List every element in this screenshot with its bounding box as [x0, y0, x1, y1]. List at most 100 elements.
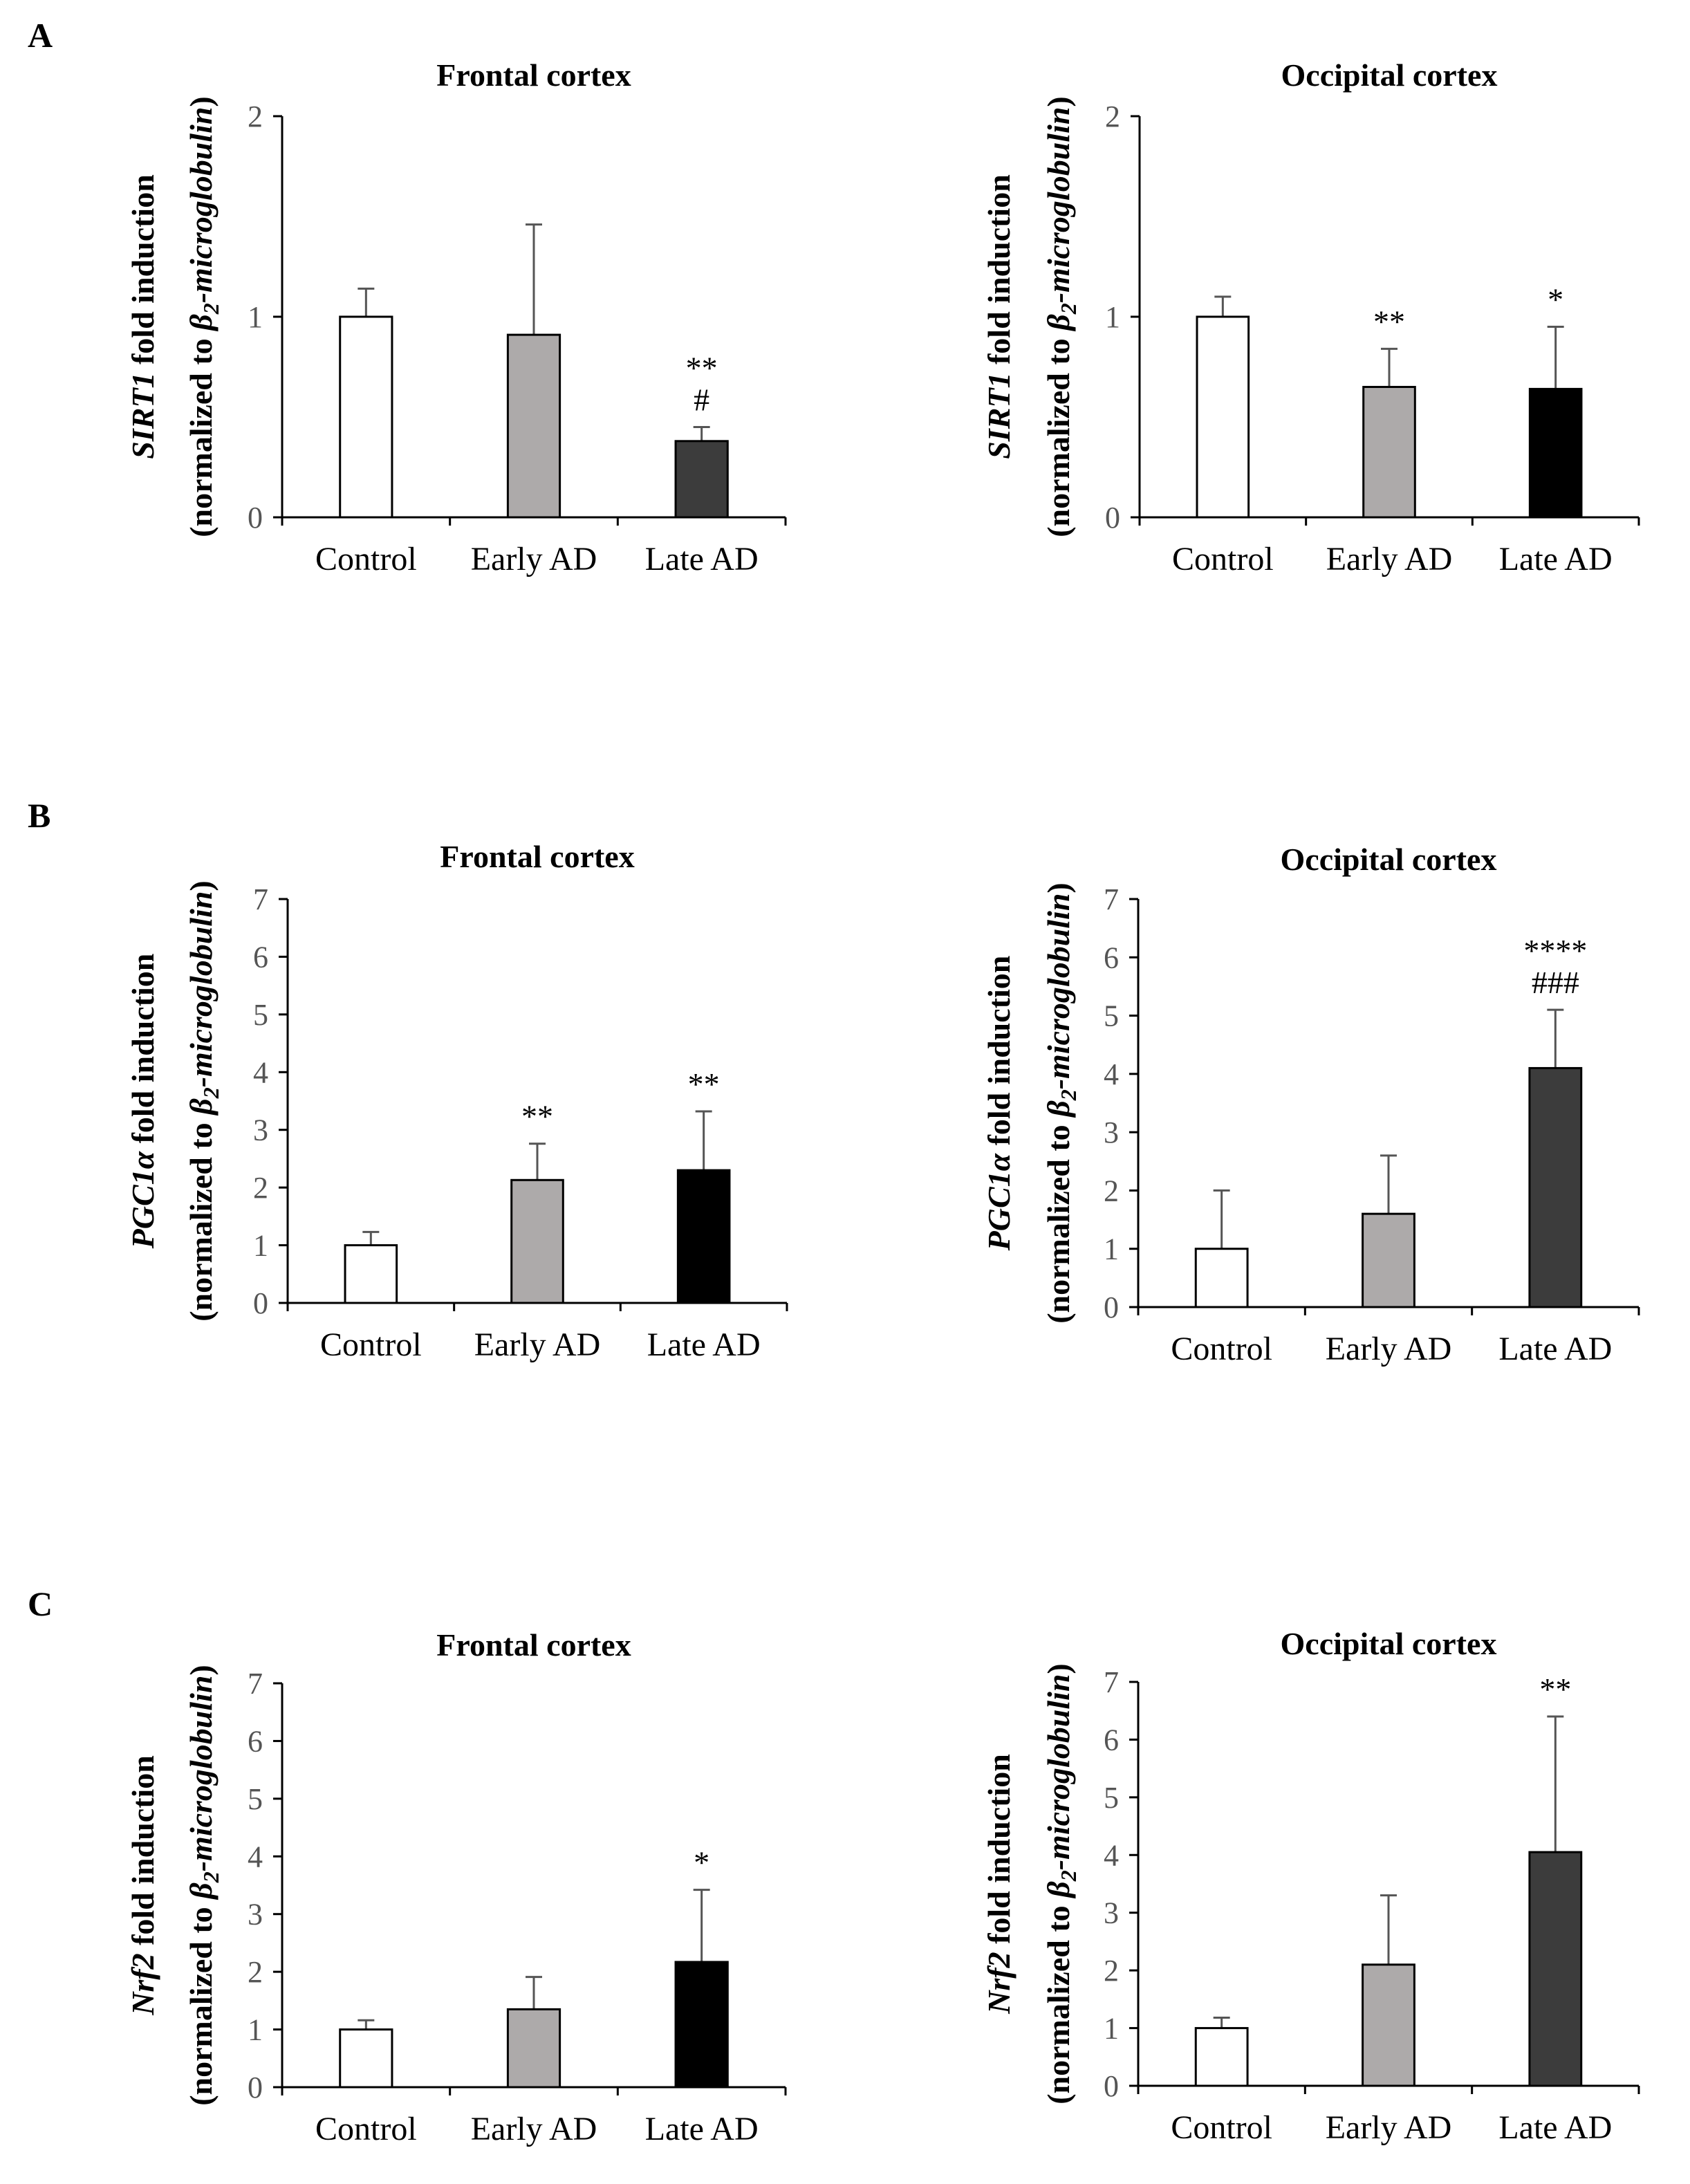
y-tick-label: 0	[253, 1286, 268, 1320]
y-tick-label: 2	[1105, 100, 1120, 133]
chart-title: Occipital cortex	[1281, 57, 1498, 93]
y-tick-label: 1	[1104, 1232, 1119, 1266]
y-label-pre: (normalized to	[183, 1899, 219, 2106]
significance-marker: **	[1539, 1672, 1571, 1707]
x-tick-label: Late AD	[645, 2111, 759, 2147]
y-tick-label: 7	[1104, 882, 1119, 916]
x-tick-label: Early AD	[471, 2111, 597, 2147]
bar-control	[339, 315, 393, 519]
y-label-gene-name: SIRT1	[981, 373, 1016, 459]
y-label-suffix: fold induction	[125, 1755, 160, 1953]
x-tick-label: Late AD	[645, 541, 759, 577]
y-label-gene-name: PGC1α	[125, 1150, 160, 1249]
y-axis-label-normalization: (normalized to β2-microglobulin)	[1041, 882, 1081, 1324]
y-tick-label: 5	[1104, 999, 1119, 1033]
bar-late-ad	[1528, 1851, 1583, 2087]
significance-marker: #	[694, 382, 709, 418]
y-axis-label-gene: PGC1α fold induction	[125, 954, 160, 1250]
chart-title: Frontal cortex	[436, 57, 631, 93]
x-tick-label: Control	[1171, 2109, 1272, 2146]
y-label-pre: (normalized to	[183, 1115, 219, 1322]
bar-early-ad	[510, 1178, 564, 1304]
y-label-gene-name: Nrf2	[125, 1953, 160, 2015]
significance-marker: **	[688, 1066, 720, 1102]
y-tick-label: 3	[1104, 1896, 1119, 1930]
y-label-microglobulin: -microglobulin	[1041, 1674, 1076, 1871]
y-tick-label: 3	[253, 1113, 268, 1147]
y-label-subscript: 2	[1056, 1089, 1081, 1101]
significance-marker: *	[694, 1845, 709, 1880]
y-tick-label: 7	[1104, 1665, 1119, 1699]
y-label-beta: β	[1041, 1881, 1076, 1899]
y-tick-label: 2	[1104, 1174, 1119, 1207]
x-tick-label: Early AD	[474, 1326, 601, 1363]
chart-a-occipital: Occipital cortex SIRT1 fold induction (nor…	[981, 57, 1640, 577]
x-tick-label: Late AD	[1498, 1331, 1612, 1367]
y-axis-label-normalization: (normalized to β2-microglobulin)	[1041, 96, 1081, 537]
chart-b-occipital: Occipital cortex PGC1α fold induction (nor…	[981, 842, 1640, 1367]
y-tick-label: 2	[1104, 1954, 1119, 1988]
y-tick-label: 4	[1104, 1057, 1119, 1091]
y-axis-label-gene: SIRT1 fold induction	[125, 174, 160, 459]
x-tick-label: Control	[315, 541, 417, 577]
panel-label-c: C	[28, 1584, 53, 1623]
bar-early-ad	[1362, 1212, 1415, 1308]
x-tick-label: Early AD	[471, 541, 597, 577]
y-tick-label: 3	[248, 1898, 263, 1932]
y-label-subscript: 2	[198, 1087, 223, 1099]
y-label-close: )	[1041, 1663, 1076, 1674]
y-tick-label: 3	[1104, 1116, 1119, 1149]
x-tick-label: Early AD	[1326, 541, 1453, 577]
charts-group: Frontal cortex SIRT1 fold induction (norma…	[125, 57, 1640, 2147]
y-axis-label-normalization: (normalized to β2-microglobulin)	[183, 1665, 223, 2106]
significance-marker: *	[1548, 282, 1563, 317]
y-label-close: )	[183, 96, 219, 107]
y-tick-label: 2	[248, 1955, 263, 1989]
y-tick-label: 6	[248, 1724, 263, 1758]
y-label-pre: (normalized to	[1041, 1117, 1076, 1324]
y-tick-label: 1	[1104, 2012, 1119, 2046]
x-tick-label: Control	[1172, 541, 1274, 577]
y-label-close: )	[1041, 882, 1076, 893]
bar-control	[344, 1244, 398, 1304]
y-label-suffix: fold induction	[981, 1754, 1016, 1952]
y-label-microglobulin: -microglobulin	[1041, 894, 1076, 1090]
y-axis-label-gene: PGC1α fold induction	[981, 956, 1016, 1252]
y-label-pre: (normalized to	[1041, 331, 1076, 537]
y-label-pre: (normalized to	[183, 331, 219, 537]
y-label-suffix: fold induction	[981, 174, 1016, 372]
x-tick-label: Control	[315, 2111, 417, 2147]
y-axis-label-normalization: (normalized to β2-microglobulin)	[183, 880, 223, 1322]
y-tick-label: 0	[1104, 1290, 1119, 1324]
significance-marker: **	[521, 1099, 553, 1134]
y-tick-label: 5	[1104, 1781, 1119, 1815]
bar-early-ad	[506, 333, 561, 519]
x-tick-label: Late AD	[1499, 541, 1613, 577]
y-tick-label: 7	[253, 882, 268, 916]
bar-late-ad	[1528, 387, 1583, 519]
significance-marker: **	[686, 351, 718, 386]
y-label-suffix: fold induction	[125, 174, 160, 372]
y-label-suffix: fold induction	[981, 956, 1016, 1154]
chart-title: Frontal cortex	[440, 839, 634, 874]
y-label-close: )	[183, 880, 219, 891]
y-label-beta: β	[183, 314, 219, 332]
y-label-close: )	[1041, 96, 1076, 107]
bar-early-ad	[1362, 1963, 1415, 2087]
y-label-beta: β	[1041, 314, 1076, 332]
x-tick-label: Early AD	[1326, 1331, 1452, 1367]
significance-marker: **	[1373, 304, 1405, 339]
y-tick-label: 1	[248, 2013, 263, 2047]
y-tick-label: 0	[248, 2071, 263, 2104]
x-tick-label: Control	[320, 1326, 422, 1363]
chart-title: Frontal cortex	[436, 1627, 631, 1663]
y-label-close: )	[183, 1665, 219, 1675]
y-label-beta: β	[183, 1098, 219, 1116]
y-label-microglobulin: -microglobulin	[183, 891, 219, 1088]
bar-control	[1194, 2027, 1249, 2087]
y-tick-label: 6	[253, 940, 268, 974]
y-axis-label-gene: SIRT1 fold induction	[981, 174, 1016, 459]
y-label-microglobulin: -microglobulin	[183, 1676, 219, 1872]
chart-title: Occipital cortex	[1281, 842, 1497, 877]
